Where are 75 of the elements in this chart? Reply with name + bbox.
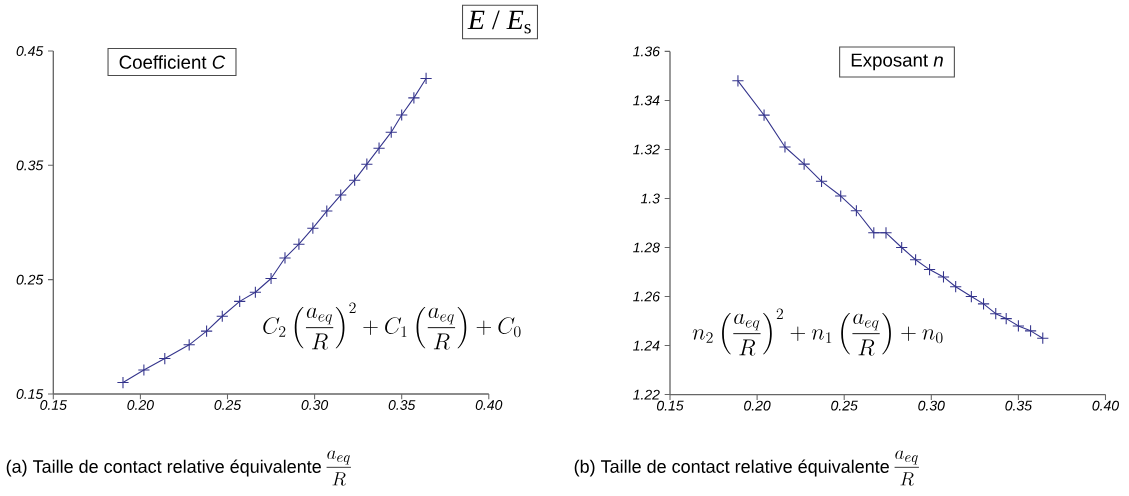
point — [1000, 312, 1013, 325]
point — [407, 91, 421, 105]
x-tick-label: 0.35 — [388, 400, 416, 410]
chart-title: E / E$_{s}$ — [467, 10, 531, 34]
point — [419, 72, 433, 85]
point — [292, 238, 306, 251]
point — [731, 74, 745, 87]
y-tick-label: 1.3 — [640, 193, 660, 204]
y-tick-label: 1.22 — [633, 389, 660, 400]
point — [834, 189, 847, 203]
y-tick-label: 0.25 — [16, 274, 44, 285]
point — [949, 280, 962, 293]
x-tick-label: 0.20 — [127, 400, 154, 410]
point — [183, 338, 196, 351]
y-tick-label: 1.26 — [633, 291, 660, 302]
point — [778, 140, 792, 154]
point — [923, 263, 936, 276]
point — [1024, 324, 1037, 337]
annotation: $C_{2}\left(\frac{a_{eq}}{R}\right)^{2}+C_{1}\left(\frac{a_{eq}}{R}\right)+C_{0}$ — [263, 302, 521, 350]
y-tick-label: 0.15 — [16, 389, 44, 399]
x-tick-label: 0.35 — [1005, 400, 1033, 411]
x-axis-title: (b) Taille de contact relative équivalente — [574, 459, 889, 477]
y-tick-label: 1.34 — [633, 95, 660, 106]
text: $\frac{a_{eq}}{R}$ — [894, 450, 919, 486]
point — [158, 352, 171, 365]
point — [116, 376, 130, 389]
y-tick-label: 1.36 — [633, 46, 660, 57]
point — [200, 324, 213, 338]
point — [306, 222, 319, 235]
x-tick-label: 0.30 — [918, 400, 945, 411]
point — [233, 295, 246, 308]
x-tick-label: 0.25 — [831, 400, 858, 411]
x-tick-label: 0.15 — [40, 400, 67, 410]
point — [895, 241, 908, 254]
point — [372, 142, 386, 155]
point — [360, 158, 373, 171]
point — [348, 174, 361, 187]
annotation: $n_{2}\left(\frac{a_{eq}}{R}\right)^{2}+n_{1}\left(\frac{a_{eq}}{R}\right)+n_{0}$ — [692, 308, 943, 356]
x-tick-label: 0.25 — [214, 400, 242, 410]
point — [395, 108, 408, 122]
x-tick-label: 0.40 — [1092, 400, 1119, 411]
y-tick-label: 1.32 — [633, 144, 660, 155]
x-tick-label: 0.40 — [475, 400, 503, 410]
point — [879, 226, 893, 239]
point — [1036, 332, 1049, 345]
point — [977, 297, 990, 311]
point — [1012, 319, 1025, 333]
x-tick-label: 0.30 — [301, 400, 329, 410]
x-axis-title: (a) Taille de contact relative équivalente — [6, 459, 321, 477]
point — [137, 363, 151, 377]
point — [264, 272, 278, 285]
x-tick-label: 0.20 — [744, 400, 771, 411]
point — [989, 307, 1002, 320]
point — [320, 204, 333, 218]
point — [815, 175, 828, 188]
annotation: Exposant n — [851, 53, 943, 71]
x-tick-label: 0.15 — [656, 400, 684, 411]
annotation: Coefficient C — [119, 55, 226, 69]
point — [937, 270, 950, 284]
point — [850, 204, 863, 217]
y-tick-label: 1.24 — [633, 340, 660, 351]
point — [278, 251, 292, 265]
point — [334, 188, 347, 202]
point — [385, 126, 398, 139]
point — [757, 108, 771, 122]
point — [216, 310, 229, 323]
y-tick-label: 1.28 — [633, 242, 660, 253]
point — [909, 253, 922, 266]
point — [797, 158, 811, 171]
y-tick-label: 0.35 — [16, 160, 44, 171]
point — [867, 226, 880, 239]
y-tick-label: 0.45 — [16, 46, 44, 56]
text: $\frac{a_{eq}}{R}$ — [326, 450, 351, 486]
point — [965, 290, 978, 303]
point — [249, 286, 262, 299]
